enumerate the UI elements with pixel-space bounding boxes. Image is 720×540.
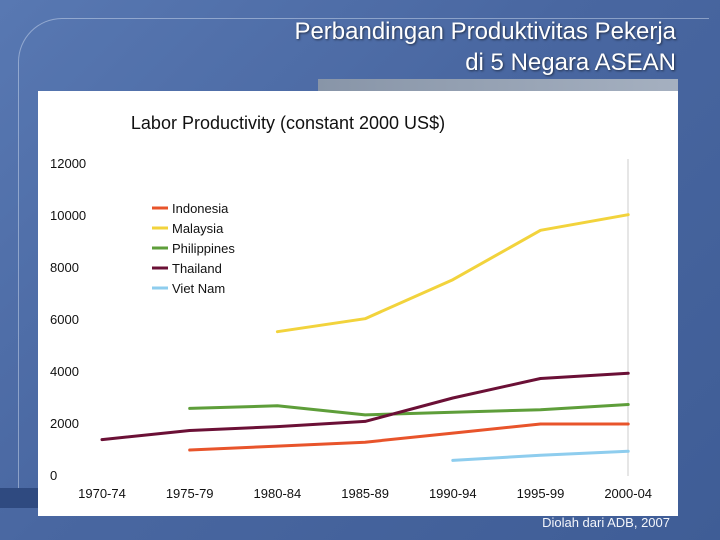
data-point [539,422,542,426]
data-point [188,448,191,452]
legend-label: Thailand [172,261,222,276]
data-point [188,429,191,432]
legend-label: Philippines [172,241,235,256]
line-chart: Labor Productivity (constant 2000 US$) 0… [50,113,652,501]
data-point [100,438,104,441]
slide-title-line-1: Perbandingan Produktivitas Pekerja [294,18,676,45]
data-point [451,396,454,400]
slide-title: Perbandingan Produktivitas Pekerja di 5 … [116,16,676,78]
chart-axes: 0 2000 4000 6000 8000 10000 12000 1970-74 1975-7… [50,156,652,501]
series-line-thailand [100,371,630,442]
series-line-philippines [188,403,630,417]
data-point [363,420,367,423]
x-tick-label: 1975-79 [166,486,214,501]
series-line-malaysia [275,213,630,334]
series-line-indonesia [188,422,630,452]
y-tick-label: 10000 [50,208,86,223]
source-note: Diolah dari ADB, 2007 [542,515,670,530]
data-point [451,411,454,414]
y-tick-label: 4000 [50,364,79,379]
x-tick-label: 1985-89 [341,486,389,501]
y-tick-label: 2000 [50,416,79,431]
x-tick-label: 2000-04 [604,486,652,501]
data-point [276,444,279,448]
data-point [539,229,542,232]
data-point [451,459,454,462]
y-tick-label: 6000 [50,312,79,327]
data-point [276,425,279,428]
x-tick-label: 1995-99 [517,486,565,501]
data-point [627,422,630,426]
chart-panel: Labor Productivity (constant 2000 US$) 0… [38,91,678,516]
data-point [627,213,630,216]
data-point [539,454,542,457]
x-tick-label: 1980-84 [254,486,302,501]
slide-title-line-2: di 5 Negara ASEAN [465,49,676,76]
x-tick-label: 1990-94 [429,486,477,501]
data-point [363,441,367,444]
legend-label: Viet Nam [172,281,225,296]
data-point [627,372,630,375]
legend-label: Malaysia [172,221,224,236]
x-tick-label: 1970-74 [78,486,126,501]
title-underline-bar [318,79,678,91]
y-tick-label: 8000 [50,260,79,275]
y-tick-label: 12000 [50,156,86,171]
data-point [539,408,542,411]
y-tick-label: 0 [50,468,57,483]
data-point [539,377,542,380]
decorative-left-bar [0,488,50,508]
chart-legend: Indonesia Malaysia Philippines Thailand Viet… [152,201,235,296]
data-point [451,431,454,435]
data-point [188,407,191,410]
chart-title: Labor Productivity (constant 2000 US$) [131,113,445,133]
data-point [276,404,279,407]
data-point [627,403,630,406]
data-point [627,450,630,453]
legend-label: Indonesia [172,201,229,216]
decorative-corner-line [18,18,709,499]
data-point [363,413,367,417]
data-point [451,278,454,281]
data-point [276,330,279,333]
chart-series-group [100,213,630,462]
data-point [363,317,367,320]
